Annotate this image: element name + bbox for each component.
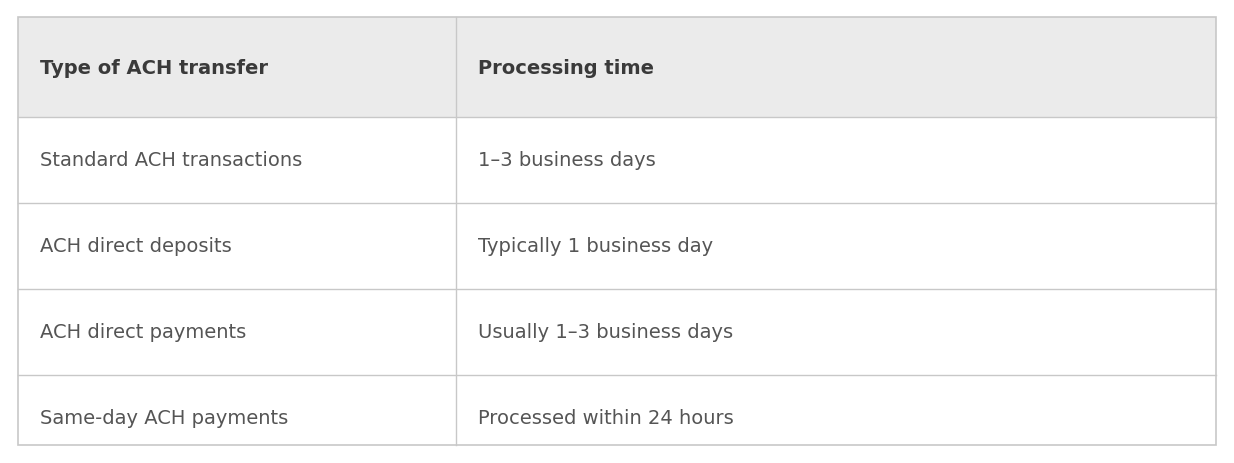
Bar [19, 375, 1215, 461]
Text: Type of ACH transfer: Type of ACH transfer [39, 58, 268, 77]
Text: ACH direct deposits: ACH direct deposits [39, 237, 232, 256]
Text: 1–3 business days: 1–3 business days [479, 151, 656, 170]
Text: ACH direct payments: ACH direct payments [39, 323, 247, 342]
Bar [19, 204, 1215, 289]
Text: Usually 1–3 business days: Usually 1–3 business days [479, 323, 733, 342]
Text: Processing time: Processing time [479, 58, 654, 77]
Bar [19, 118, 1215, 204]
Text: Standard ACH transactions: Standard ACH transactions [39, 151, 302, 170]
Bar [19, 18, 1215, 118]
Text: Same-day ACH payments: Same-day ACH payments [39, 409, 289, 427]
Bar [19, 289, 1215, 375]
Text: Typically 1 business day: Typically 1 business day [479, 237, 713, 256]
Text: Processed within 24 hours: Processed within 24 hours [479, 409, 734, 427]
